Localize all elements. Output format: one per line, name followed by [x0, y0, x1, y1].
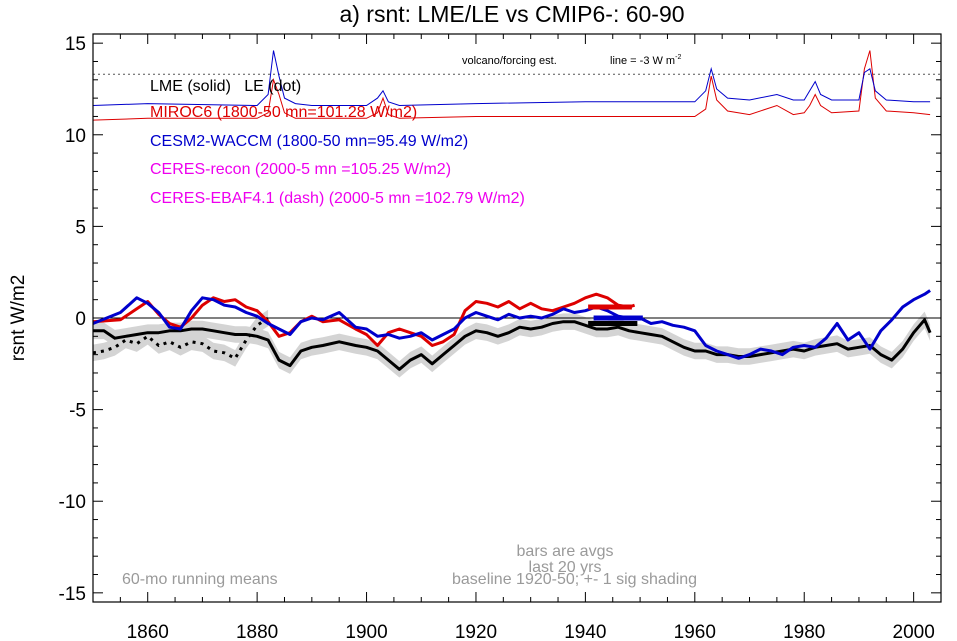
bars-note-1: bars are avgs [517, 543, 614, 560]
series-line-miroc6 [92, 292, 636, 347]
series-line-miroc6-forcing [92, 50, 931, 121]
shading-lme [93, 311, 931, 378]
y-tick-label: -5 [69, 401, 86, 422]
x-tick-label: 1980 [783, 622, 825, 641]
forcing-line-label-text: line = -3 W m [610, 55, 675, 67]
bars-note-2: last 20 yrs [529, 559, 602, 576]
x-tick-label: 1920 [455, 622, 497, 641]
x-tick-label: 1940 [564, 622, 606, 641]
y-tick-label: 10 [65, 126, 86, 147]
y-tick-label: 0 [75, 309, 86, 330]
y-axis: -15 -10 -5 0 5 10 15 [59, 34, 941, 605]
legend-entry-ceres-ebaf: CERES-EBAF4.1 (dash) (2000-5 mn =102.79 … [150, 190, 525, 207]
x-tick-label: 1860 [127, 622, 169, 641]
series-group [92, 289, 932, 371]
y-tick-label: 15 [65, 34, 86, 55]
average-bars-group [588, 304, 643, 326]
forcing-line-label-sup: -2 [675, 54, 681, 61]
y-tick-label: -15 [59, 584, 86, 605]
series-line-le [92, 316, 269, 360]
y-axis-label: rsnt W/m2 [8, 275, 29, 362]
series-line-cesm2-waccm [92, 289, 931, 360]
x-tick-label: 1880 [236, 622, 278, 641]
legend-entry-miroc6: MIROC6 (1800-50 mn=101.28 W/m2) [150, 104, 417, 121]
series-line-lme [93, 318, 932, 371]
legend-entry-cesm2: CESM2-WACCM (1800-50 mn=95.49 W/m2) [150, 133, 468, 150]
forcing-label: volcano/forcing est. [462, 55, 557, 67]
forcing-line-label: line = -3 W m-2 [610, 54, 681, 67]
uncertainty-shading [93, 309, 931, 378]
legend-entry-ceres-recon: CERES-recon (2000-5 mn =105.25 W/m2) [150, 161, 451, 178]
legend: LME (solid) LE (dot) MIROC6 (1800-50 mn=… [150, 78, 525, 207]
x-axis: 1860 1880 1900 1920 1940 1960 1980 2000 [92, 34, 942, 641]
forcing-estimate-group [92, 50, 941, 121]
series-line-cesm2-waccm-forcing [92, 50, 931, 107]
legend-header: LME (solid) LE (dot) [150, 78, 301, 95]
x-tick-label: 1900 [345, 622, 387, 641]
chart-title: a) rsnt: LME/LE vs CMIP6-: 60-90 [339, 1, 684, 27]
baseline-note: baseline 1920-50; +- 1 sig shading [452, 571, 697, 588]
running-means-note: 60-mo running means [122, 571, 278, 588]
y-tick-label: 5 [75, 217, 86, 238]
x-tick-label: 1960 [674, 622, 716, 641]
x-tick-label: 2000 [893, 622, 935, 641]
y-tick-label: -10 [59, 492, 86, 513]
